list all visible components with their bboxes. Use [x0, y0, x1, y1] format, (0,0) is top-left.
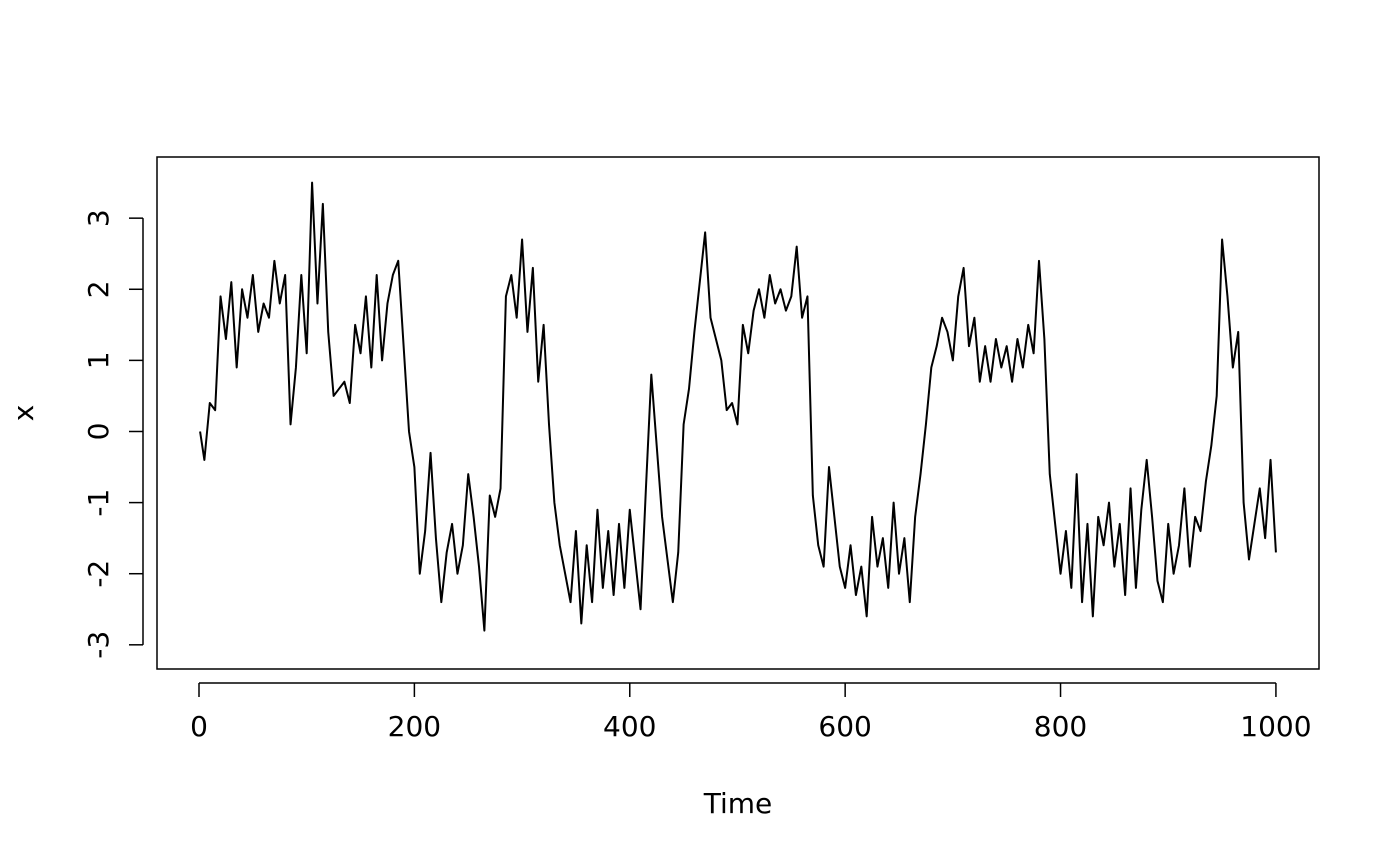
y-tick-label: -3: [82, 631, 115, 659]
y-tick-label: -2: [82, 560, 115, 588]
x-tick-label: 0: [190, 710, 208, 743]
plot-box: [156, 156, 1320, 670]
y-tick-label: 3: [82, 209, 115, 227]
x-tick-label: 600: [818, 710, 871, 743]
x-tick-label: 800: [1034, 710, 1087, 743]
x-axis-label: Time: [703, 787, 773, 820]
y-tick-label: 0: [82, 423, 115, 441]
series-line: [199, 181, 1277, 632]
x-tick-label: 1000: [1240, 710, 1311, 743]
y-tick-label: -1: [82, 489, 115, 517]
y-axis-label: x: [7, 405, 40, 422]
y-tick-label: 2: [82, 280, 115, 298]
y-tick-label: 1: [82, 351, 115, 369]
x-tick-label: 400: [603, 710, 656, 743]
x-tick-label: 200: [388, 710, 441, 743]
